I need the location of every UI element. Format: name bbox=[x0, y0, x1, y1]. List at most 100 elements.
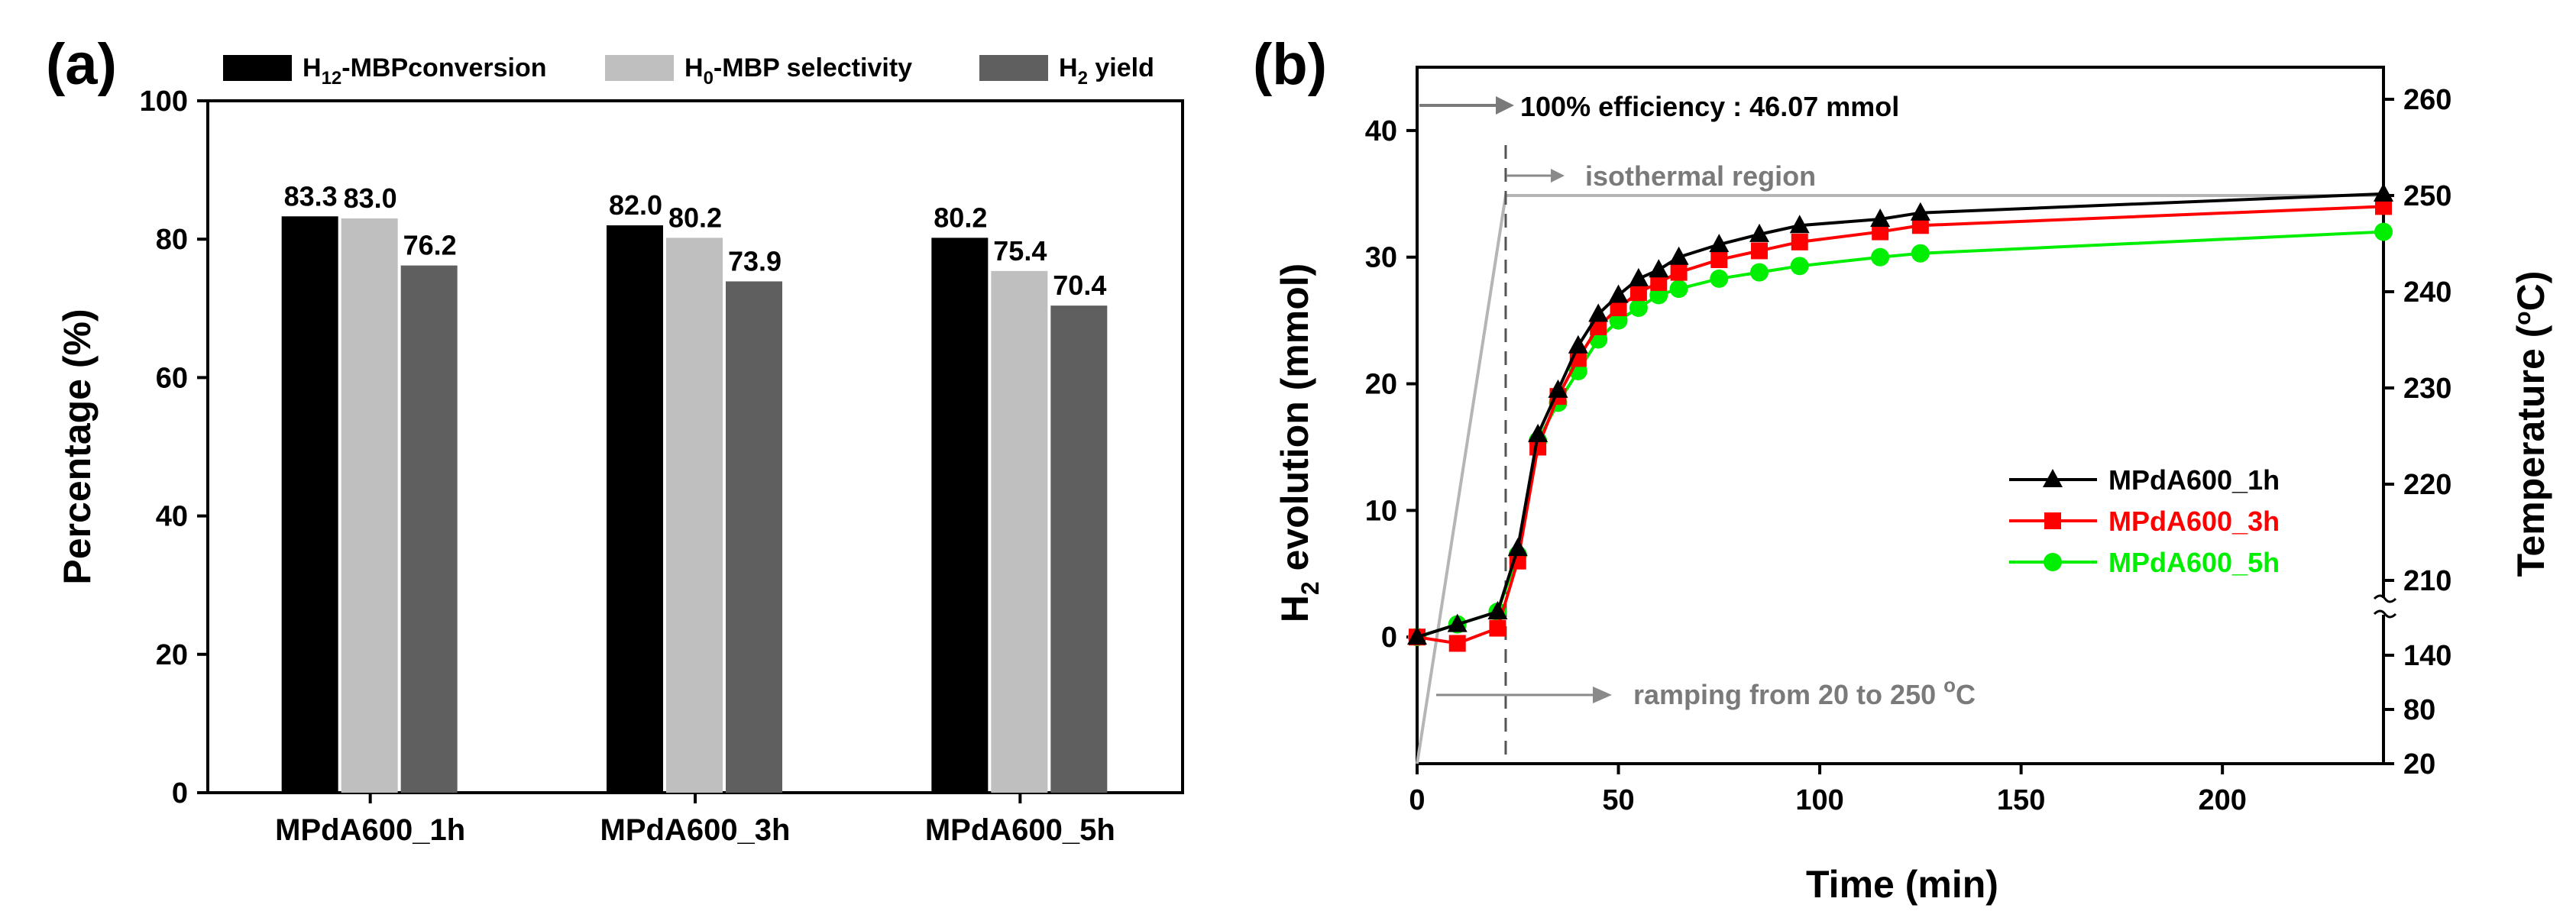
data-point bbox=[1489, 619, 1506, 637]
panel-a-bars: 83.3 83.076.282.0 80.273.980.275.470.4 bbox=[281, 180, 1108, 793]
data-point bbox=[1548, 379, 1568, 398]
panel-a-y-axis: 0 20 40 60 80 100 bbox=[140, 86, 208, 810]
bar-MPdA600_1h-2 bbox=[400, 265, 458, 793]
panel-b-line-chart: (b) 0 50 100 150 200 0 10 20 30 40 20 80 140 210 220 23… bbox=[1253, 32, 2552, 906]
bar-value-label: 83.3 bbox=[284, 180, 338, 212]
data-point bbox=[1507, 538, 1528, 557]
y2-tick-label: 210 bbox=[2403, 565, 2451, 597]
data-point bbox=[1710, 251, 1728, 269]
data-point bbox=[1670, 263, 1688, 281]
efficiency-arrowhead bbox=[1496, 96, 1514, 115]
data-point bbox=[1872, 223, 1889, 241]
panel-b-axes: 0 50 100 150 200 0 10 20 30 40 20 80 140 210 220 230 240… bbox=[1365, 84, 2452, 816]
legend-label-yield: H2 yield bbox=[1059, 53, 1154, 89]
y2-tick-label: 80 bbox=[2403, 694, 2435, 726]
panel-b-plot-frame bbox=[1416, 66, 2385, 765]
y-tick-label: 0 bbox=[172, 777, 188, 810]
efficiency-annotation: 100% efficiency : 46.07 mmol bbox=[1520, 91, 1899, 122]
legend-label: MPdA600_1h bbox=[2108, 464, 2280, 496]
data-point bbox=[1650, 273, 1668, 291]
data-point bbox=[1629, 284, 1647, 302]
y-tick-label: 0 bbox=[1381, 622, 1397, 654]
y-tick-label: 20 bbox=[156, 639, 188, 671]
bar-MPdA600_3h-0 bbox=[607, 225, 663, 793]
ramping-annotation: ramping from 20 to 250 oC bbox=[1633, 674, 1976, 710]
bar-value-label: 70.4 bbox=[1053, 270, 1106, 301]
legend-label: MPdA600_3h bbox=[2108, 506, 2280, 537]
y-tick-label: 40 bbox=[156, 501, 188, 533]
data-point bbox=[1910, 202, 1930, 221]
panel-b-annotations: 100% efficiency : 46.07 mmol isothermal … bbox=[1419, 91, 1976, 710]
data-point bbox=[1749, 223, 1770, 242]
bar-MPdA600_1h-1 bbox=[341, 218, 398, 793]
data-point bbox=[1871, 247, 1890, 267]
data-point bbox=[1870, 208, 1891, 227]
series-MPdA600_5h bbox=[1408, 222, 2393, 647]
y-tick-label: 80 bbox=[156, 224, 188, 256]
series-line bbox=[1416, 205, 2384, 645]
legend-marker bbox=[2043, 469, 2063, 487]
legend-label: MPdA600_5h bbox=[2108, 547, 2280, 578]
data-point bbox=[1610, 299, 1627, 317]
bar-MPdA600_5h-1 bbox=[991, 270, 1048, 793]
category-label: MPdA600_5h bbox=[925, 813, 1115, 847]
bar-MPdA600_1h-0 bbox=[281, 216, 338, 793]
data-point bbox=[1751, 242, 1769, 260]
bar-value-label: 75.4 bbox=[993, 235, 1047, 267]
panel-b-label: (b) bbox=[1253, 32, 1327, 97]
data-point bbox=[1911, 244, 1930, 263]
y-tick-label: 100 bbox=[140, 86, 188, 118]
legend-label-conversion: H12-MBPconversion bbox=[303, 53, 547, 89]
bar-value-label: 80.2 bbox=[934, 202, 987, 233]
y-tick-label: 20 bbox=[1365, 369, 1397, 401]
data-point bbox=[2375, 198, 2392, 215]
y2-tick-label: 240 bbox=[2403, 276, 2451, 309]
bar-value-label: 80.2 bbox=[668, 202, 722, 233]
right-axis-break-mark bbox=[2373, 594, 2397, 619]
y2-tick-label: 20 bbox=[2403, 748, 2435, 780]
x-tick-label: 200 bbox=[2198, 784, 2246, 816]
x-tick-label: 100 bbox=[1795, 784, 1843, 816]
legend-label-selectivity: H0-MBP selectivity bbox=[684, 53, 912, 89]
panel-b-legend: MPdA600_1h MPdA600_3h MPdA600_5h bbox=[2009, 464, 2280, 578]
data-point bbox=[1629, 299, 1648, 318]
y-tick-label: 60 bbox=[156, 362, 188, 394]
data-point bbox=[1710, 269, 1729, 288]
data-point bbox=[1608, 284, 1629, 303]
x-tick-label: 150 bbox=[1997, 784, 2045, 816]
panel-b-x-axis-title: Time (min) bbox=[1806, 863, 1998, 906]
data-point bbox=[1911, 217, 1929, 234]
bar-MPdA600_5h-0 bbox=[931, 238, 989, 793]
bar-value-label: 83.0 bbox=[344, 183, 397, 214]
legend-marker bbox=[2044, 512, 2061, 529]
data-point bbox=[1447, 613, 1468, 632]
category-label: MPdA600_1h bbox=[275, 813, 465, 847]
category-label: MPdA600_3h bbox=[600, 813, 791, 847]
panel-b-series bbox=[1407, 183, 2393, 652]
panel-b-y2-axis-title: Temperature (oC) bbox=[2510, 271, 2552, 577]
legend-marker bbox=[2044, 553, 2062, 571]
isothermal-arrowhead bbox=[1551, 169, 1565, 183]
series-line bbox=[1416, 192, 2384, 639]
data-point bbox=[1791, 233, 1808, 250]
data-point bbox=[1568, 334, 1588, 354]
y2-tick-label: 220 bbox=[2403, 469, 2451, 501]
x-tick-label: 0 bbox=[1409, 784, 1425, 816]
data-point bbox=[1448, 635, 1466, 652]
data-point bbox=[2374, 183, 2393, 202]
data-point bbox=[1668, 246, 1689, 265]
panel-a-label: (a) bbox=[46, 32, 117, 97]
isothermal-annotation: isothermal region bbox=[1585, 160, 1816, 192]
data-point bbox=[1407, 626, 1427, 645]
legend-swatch-conversion bbox=[223, 55, 292, 81]
bar-MPdA600_3h-2 bbox=[726, 281, 782, 793]
y2-tick-label: 260 bbox=[2403, 84, 2451, 116]
panel-a-x-axis: MPdA600_1h MPdA600_3h MPdA600_5h bbox=[275, 793, 1115, 847]
panel-b-y-axis-title: H2 evolution (mmol) bbox=[1273, 263, 1324, 623]
bar-MPdA600_3h-1 bbox=[666, 238, 723, 793]
data-point bbox=[1487, 601, 1508, 620]
bar-value-label: 82.0 bbox=[609, 189, 662, 221]
panel-a-bar-chart: (a) H12-MBPconversion H0-MBP selectivity… bbox=[46, 32, 1184, 847]
legend-swatch-selectivity bbox=[605, 55, 674, 81]
y2-tick-label: 250 bbox=[2403, 180, 2451, 212]
